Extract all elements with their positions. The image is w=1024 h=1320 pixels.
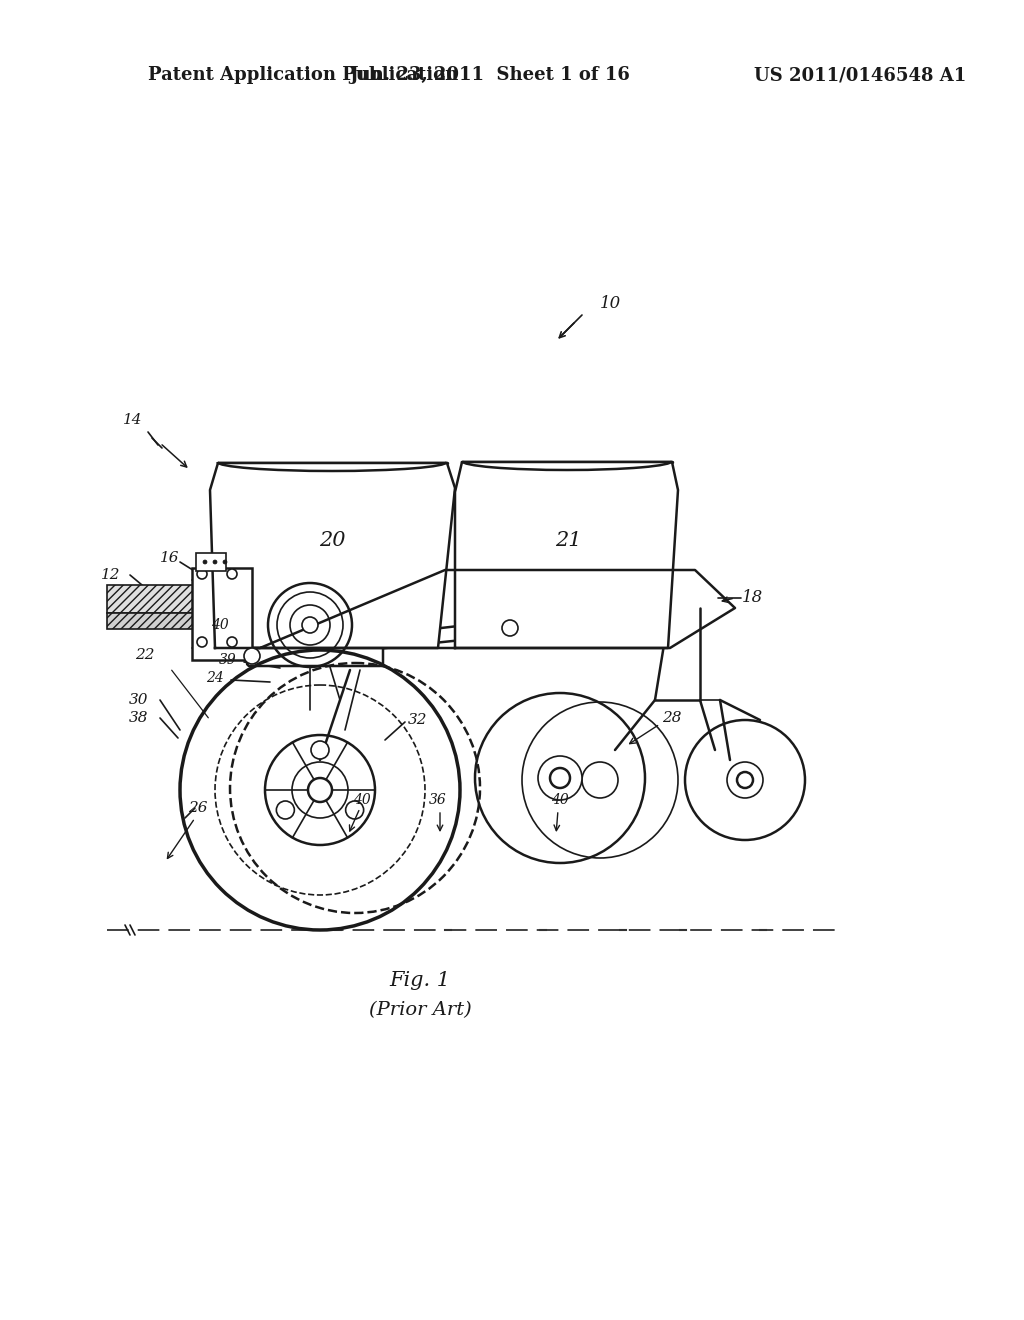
Bar bbox=[193, 568, 252, 660]
Text: 16: 16 bbox=[160, 550, 180, 565]
Text: 40: 40 bbox=[353, 793, 371, 807]
Text: 36: 36 bbox=[429, 793, 446, 807]
Polygon shape bbox=[455, 462, 678, 648]
Circle shape bbox=[197, 569, 207, 579]
Text: 38: 38 bbox=[128, 711, 148, 725]
Text: Jun. 23, 2011  Sheet 1 of 16: Jun. 23, 2011 Sheet 1 of 16 bbox=[349, 66, 631, 84]
Circle shape bbox=[197, 638, 207, 647]
Text: 21: 21 bbox=[555, 531, 582, 549]
Circle shape bbox=[276, 801, 294, 818]
Circle shape bbox=[582, 762, 618, 799]
Text: (Prior Art): (Prior Art) bbox=[369, 1001, 471, 1019]
Circle shape bbox=[727, 762, 763, 799]
Text: Patent Application Publication: Patent Application Publication bbox=[148, 66, 459, 84]
Circle shape bbox=[203, 560, 207, 564]
Circle shape bbox=[227, 638, 237, 647]
Text: 12: 12 bbox=[100, 568, 120, 582]
Circle shape bbox=[308, 777, 332, 803]
Circle shape bbox=[213, 560, 217, 564]
Text: Fig. 1: Fig. 1 bbox=[389, 970, 451, 990]
Text: US 2011/0146548 A1: US 2011/0146548 A1 bbox=[754, 66, 966, 84]
Text: 26: 26 bbox=[188, 801, 208, 814]
Text: 10: 10 bbox=[599, 296, 621, 313]
Text: 18: 18 bbox=[741, 590, 763, 606]
Text: 14: 14 bbox=[123, 413, 142, 426]
Circle shape bbox=[292, 762, 348, 818]
Bar bbox=[106, 585, 212, 612]
Polygon shape bbox=[210, 463, 455, 648]
Text: 28: 28 bbox=[663, 711, 682, 725]
Text: 40: 40 bbox=[551, 793, 569, 807]
Circle shape bbox=[538, 756, 582, 800]
Circle shape bbox=[550, 768, 570, 788]
Text: 30: 30 bbox=[128, 693, 148, 708]
Text: 22: 22 bbox=[135, 648, 155, 663]
Circle shape bbox=[502, 620, 518, 636]
Circle shape bbox=[227, 569, 237, 579]
Text: 40: 40 bbox=[211, 618, 229, 632]
Circle shape bbox=[223, 560, 227, 564]
Circle shape bbox=[244, 648, 260, 664]
Text: 32: 32 bbox=[409, 713, 428, 727]
Circle shape bbox=[346, 801, 364, 818]
Text: 24: 24 bbox=[206, 671, 224, 685]
Bar bbox=[196, 553, 226, 572]
Circle shape bbox=[737, 772, 753, 788]
Text: 20: 20 bbox=[318, 531, 345, 549]
Circle shape bbox=[311, 741, 329, 759]
Polygon shape bbox=[215, 570, 735, 648]
FancyBboxPatch shape bbox=[247, 576, 383, 667]
Text: 39: 39 bbox=[219, 653, 237, 667]
Bar bbox=[106, 612, 212, 630]
Circle shape bbox=[302, 616, 318, 634]
